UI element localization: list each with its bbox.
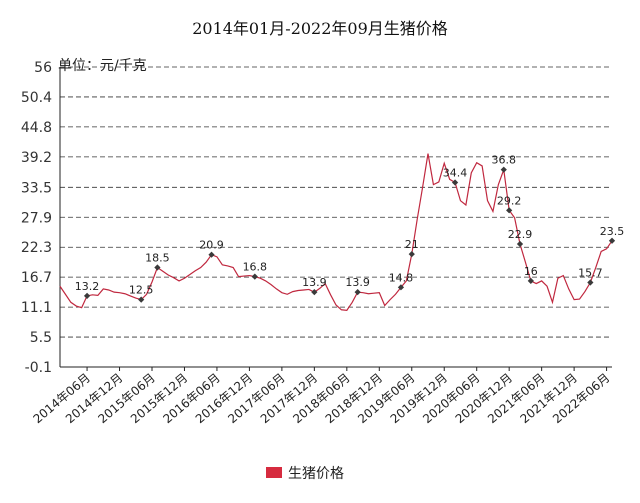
data-point-marker (251, 273, 258, 280)
y-tick-label: 16.7 (21, 270, 52, 286)
y-tick-label: 39.2 (21, 150, 52, 166)
data-label: 23.5 (600, 225, 625, 238)
data-label: 14.8 (389, 271, 414, 284)
data-point-marker (516, 240, 524, 248)
y-tick-label: 33.5 (21, 180, 52, 196)
unit-label: 单位：元/千克 (58, 58, 147, 74)
grid-lines (60, 66, 612, 368)
data-label: 22.9 (508, 228, 533, 241)
y-tick-label: 22.3 (21, 240, 52, 256)
y-axis: 56 50.4 44.8 39.2 33.5 27.9 22.3 16.7 11.1 5.5 -0.… (21, 60, 61, 376)
legend: 生猪价格 (266, 466, 344, 482)
data-labels: 13.2 12.5 18.5 20.9 16.8 13.9 13.9 14.8 21 34.4 36… (75, 154, 624, 297)
data-point-marker (500, 166, 507, 173)
data-point-marker (354, 289, 361, 296)
data-label: 29.2 (497, 194, 522, 207)
data-label: 13.2 (75, 280, 100, 293)
data-point-marker (311, 289, 318, 296)
legend-swatch (266, 467, 282, 478)
data-point-marker (83, 292, 91, 299)
chart-title: 2014年01月-2022年09月生猪价格 (192, 19, 448, 38)
data-point-marker (451, 179, 459, 186)
data-label: 13.9 (345, 276, 370, 289)
data-point-marker (527, 277, 534, 285)
data-label: 36.8 (492, 154, 517, 167)
data-label: 15.7 (578, 267, 603, 280)
data-point-marker (208, 251, 215, 258)
data-label: 20.9 (199, 239, 224, 252)
y-tick-label: 5.5 (30, 330, 52, 346)
y-tick-label: 56 (34, 60, 52, 76)
y-tick-label: 27.9 (21, 210, 52, 226)
legend-label: 生猪价格 (288, 466, 344, 482)
y-tick-label: 11.1 (21, 300, 52, 316)
data-point-marker (587, 279, 594, 286)
data-label: 13.9 (302, 276, 327, 289)
data-label: 16.8 (243, 261, 268, 274)
data-label: 12.5 (129, 284, 154, 297)
data-point-marker (408, 251, 415, 258)
data-label: 16 (524, 265, 538, 278)
data-label: 21 (405, 238, 419, 251)
data-label: 34.4 (443, 167, 468, 180)
data-point-marker (397, 284, 405, 291)
data-label: 18.5 (145, 252, 170, 265)
y-tick-label: 44.8 (21, 120, 52, 136)
y-tick-label: 50.4 (21, 90, 52, 106)
y-tick-label: -0.1 (25, 360, 52, 376)
x-axis: 2014年06月2014年12月2015年06月2015年12月2016年06月… (31, 366, 613, 426)
